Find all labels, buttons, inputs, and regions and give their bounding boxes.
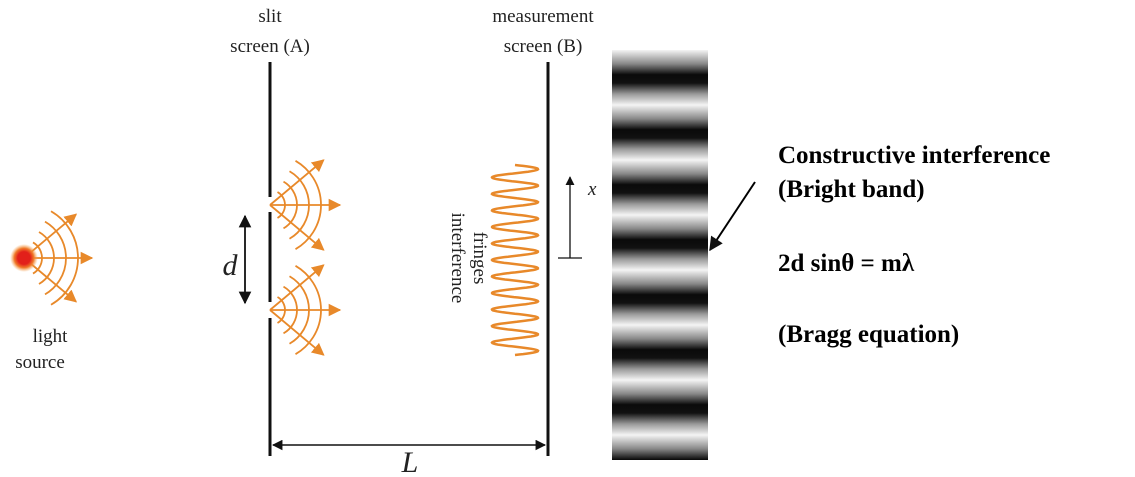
- label: screen (B): [504, 36, 583, 57]
- equation: 2d sinθ = mλ: [778, 250, 915, 277]
- label: source: [15, 352, 65, 373]
- annotation-arrow: [709, 181, 756, 252]
- label: interference: [447, 213, 468, 304]
- wave: [269, 204, 325, 251]
- label: fringes: [469, 232, 490, 285]
- fringe-pattern: [612, 50, 708, 460]
- wave: [269, 159, 325, 206]
- label: slit: [258, 6, 282, 27]
- equation-name: (Bragg equation): [778, 321, 959, 348]
- symbol: L: [401, 446, 419, 477]
- wave: [269, 309, 325, 356]
- annotation-subtitle: (Bright band): [778, 176, 925, 203]
- label: light: [33, 326, 69, 347]
- label: measurement: [492, 6, 594, 27]
- wave: [269, 264, 325, 311]
- label: screen (A): [230, 36, 310, 57]
- waves: [23, 159, 342, 356]
- fringe-wave: [490, 163, 540, 357]
- symbol: x: [587, 179, 597, 200]
- annotation-title: Constructive interference: [778, 142, 1050, 169]
- light-source: [10, 244, 38, 272]
- symbol: d: [223, 249, 239, 282]
